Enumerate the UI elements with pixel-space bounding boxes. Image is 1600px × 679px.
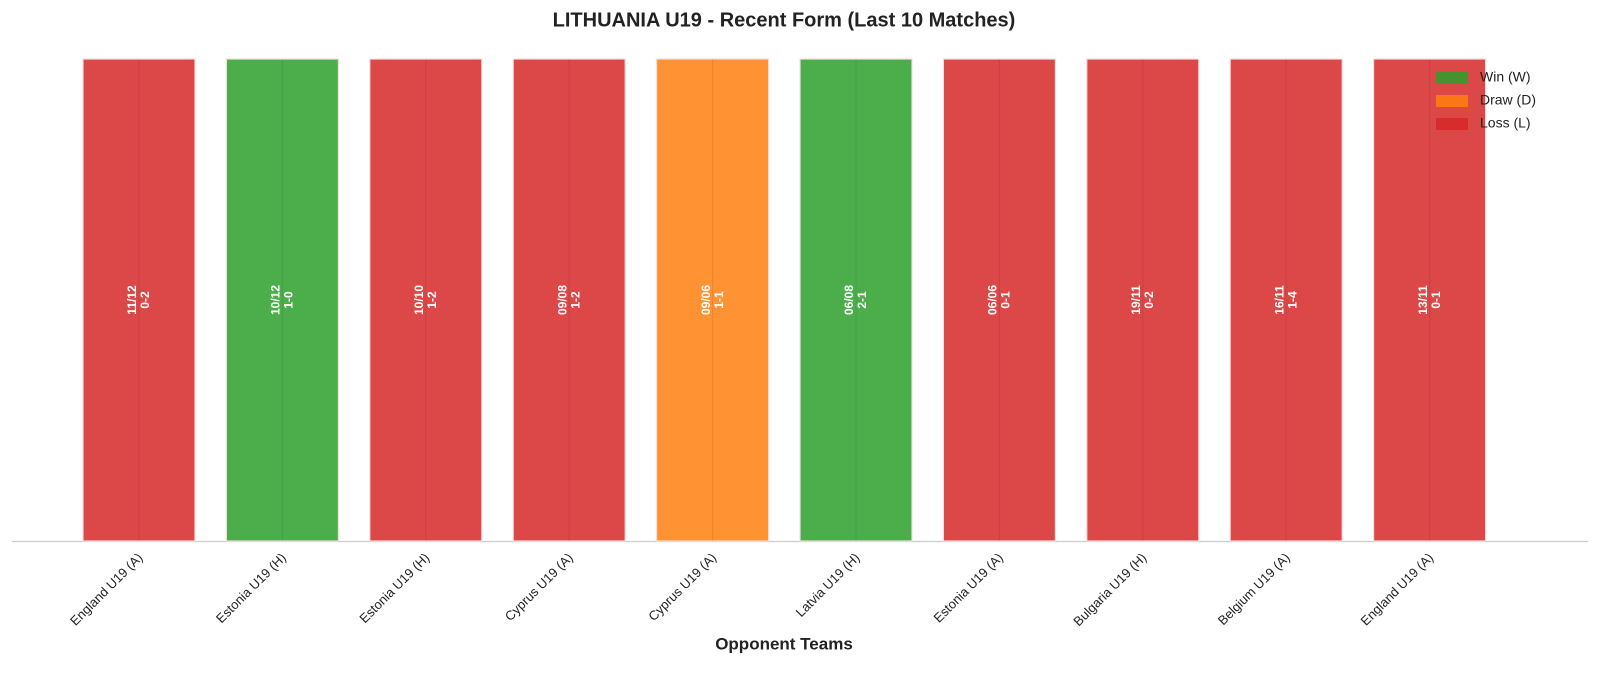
x-axis-label: Opponent Teams	[715, 634, 853, 653]
match-date: 06/06	[986, 285, 1000, 315]
x-tick-label: Cyprus U19 (A)	[645, 550, 719, 624]
bar	[655, 58, 770, 542]
match-date: 10/12	[269, 285, 283, 315]
x-tick-label: Estonia U19 (H)	[213, 550, 289, 626]
match-score: 0-2	[138, 291, 152, 309]
legend-swatch	[1436, 118, 1468, 130]
bar	[1086, 58, 1200, 542]
match-score: 1-2	[568, 291, 582, 309]
bar	[799, 58, 913, 542]
match-score: 0-1	[1429, 291, 1443, 309]
bar	[369, 58, 483, 542]
x-tick-label: Latvia U19 (H)	[793, 550, 863, 620]
x-tick-label: Estonia U19 (A)	[930, 550, 1005, 625]
match-date: 19/11	[1129, 285, 1143, 315]
match-score: 1-1	[712, 291, 726, 309]
match-date: 09/06	[699, 285, 713, 315]
bar	[512, 58, 626, 542]
match-date: 11/12	[125, 285, 139, 315]
match-date: 13/11	[1416, 285, 1430, 315]
x-tick-label: Cyprus U19 (A)	[502, 550, 576, 624]
legend-label: Loss (L)	[1480, 115, 1531, 131]
match-date: 06/08	[842, 285, 856, 315]
legend-label: Draw (D)	[1480, 92, 1536, 108]
legend-swatch	[1436, 72, 1468, 84]
match-date: 10/10	[412, 285, 426, 315]
match-score: 2-1	[855, 291, 869, 309]
bar	[1372, 58, 1487, 542]
match-score: 0-1	[999, 291, 1013, 309]
match-score: 1-0	[282, 291, 296, 309]
legend-label: Win (W)	[1480, 69, 1531, 85]
x-tick-label: Belgium U19 (A)	[1215, 550, 1293, 628]
match-date: 09/08	[555, 285, 569, 315]
legend-swatch	[1436, 95, 1468, 107]
bar	[942, 58, 1057, 542]
x-tick-label: England U19 (A)	[67, 550, 146, 629]
bar	[225, 58, 339, 542]
x-tick-label: Estonia U19 (H)	[356, 550, 432, 626]
bar	[82, 58, 196, 542]
chart-title: LITHUANIA U19 - Recent Form (Last 10 Mat…	[553, 9, 1016, 31]
x-tick-label: Bulgaria U19 (H)	[1070, 550, 1149, 629]
match-score: 1-4	[1285, 291, 1299, 309]
match-score: 0-2	[1142, 291, 1156, 309]
match-score: 1-2	[425, 291, 439, 309]
match-date: 16/11	[1272, 285, 1286, 315]
x-tick-label: England U19 (A)	[1358, 550, 1437, 629]
bar	[1229, 58, 1343, 542]
